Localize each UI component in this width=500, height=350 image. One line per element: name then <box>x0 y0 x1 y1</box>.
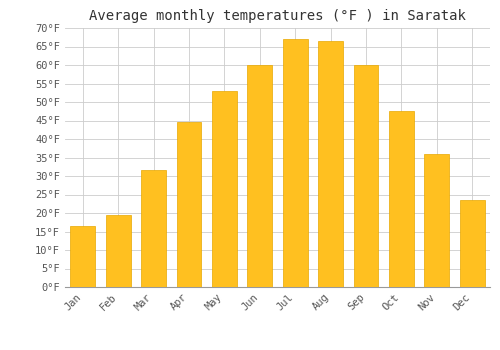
Bar <box>318 41 343 287</box>
Bar <box>70 226 95 287</box>
Bar <box>424 154 450 287</box>
Bar <box>212 91 237 287</box>
Bar <box>141 170 166 287</box>
Bar <box>176 122 202 287</box>
Bar <box>106 215 130 287</box>
Bar <box>248 65 272 287</box>
Title: Average monthly temperatures (°F ) in Saratak: Average monthly temperatures (°F ) in Sa… <box>89 9 466 23</box>
Bar <box>354 65 378 287</box>
Bar <box>283 39 308 287</box>
Bar <box>389 111 414 287</box>
Bar <box>460 200 484 287</box>
